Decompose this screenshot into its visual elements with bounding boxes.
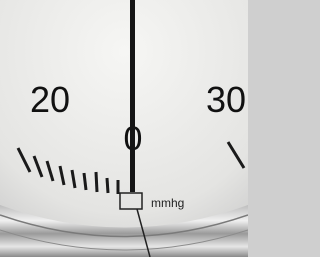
gauge-photo: 20 0 30 mmhg <box>0 0 248 257</box>
page: 20 0 30 mmhg (() => { const data = JSON.… <box>0 0 248 257</box>
scale-label: 20 <box>30 79 70 120</box>
scale-label: 30 <box>206 79 246 120</box>
unit-label: mmhg <box>151 196 184 210</box>
needle <box>130 0 135 192</box>
